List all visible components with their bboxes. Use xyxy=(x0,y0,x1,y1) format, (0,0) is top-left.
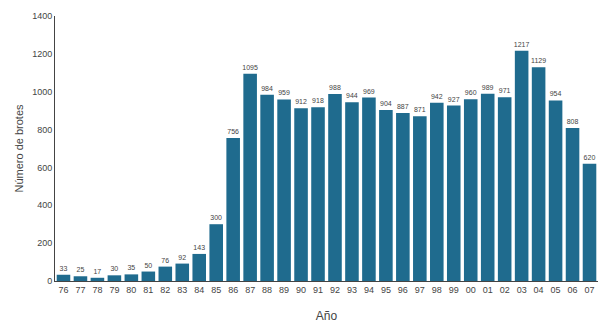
svg-text:1095: 1095 xyxy=(242,64,258,71)
svg-text:80: 80 xyxy=(126,285,136,295)
svg-text:912: 912 xyxy=(295,98,307,105)
svg-text:76: 76 xyxy=(58,285,68,295)
svg-text:200: 200 xyxy=(37,238,52,248)
svg-text:98: 98 xyxy=(432,285,442,295)
svg-text:07: 07 xyxy=(585,285,595,295)
svg-text:81: 81 xyxy=(143,285,153,295)
svg-text:300: 300 xyxy=(210,214,222,221)
svg-text:17: 17 xyxy=(93,268,101,275)
svg-text:620: 620 xyxy=(584,154,596,161)
svg-text:944: 944 xyxy=(346,92,358,99)
svg-text:00: 00 xyxy=(466,285,476,295)
svg-text:95: 95 xyxy=(381,285,391,295)
svg-text:88: 88 xyxy=(262,285,272,295)
svg-text:94: 94 xyxy=(364,285,374,295)
svg-text:1200: 1200 xyxy=(32,49,52,59)
svg-text:25: 25 xyxy=(77,266,85,273)
svg-text:600: 600 xyxy=(37,163,52,173)
svg-text:77: 77 xyxy=(75,285,85,295)
svg-text:04: 04 xyxy=(534,285,544,295)
svg-text:33: 33 xyxy=(60,265,68,272)
svg-text:82: 82 xyxy=(160,285,170,295)
svg-text:969: 969 xyxy=(363,88,375,95)
svg-text:1217: 1217 xyxy=(514,41,530,48)
svg-text:871: 871 xyxy=(414,106,426,113)
svg-text:1400: 1400 xyxy=(32,11,52,21)
svg-text:89: 89 xyxy=(279,285,289,295)
svg-text:30: 30 xyxy=(110,265,118,272)
svg-text:954: 954 xyxy=(550,90,562,97)
svg-text:400: 400 xyxy=(37,200,52,210)
svg-text:96: 96 xyxy=(398,285,408,295)
svg-text:918: 918 xyxy=(312,97,324,104)
svg-text:92: 92 xyxy=(330,285,340,295)
svg-text:50: 50 xyxy=(144,262,152,269)
svg-text:942: 942 xyxy=(431,93,443,100)
svg-text:85: 85 xyxy=(211,285,221,295)
svg-text:76: 76 xyxy=(161,257,169,264)
svg-text:99: 99 xyxy=(449,285,459,295)
svg-text:756: 756 xyxy=(227,128,239,135)
svg-text:90: 90 xyxy=(296,285,306,295)
svg-text:78: 78 xyxy=(92,285,102,295)
svg-text:800: 800 xyxy=(37,125,52,135)
svg-text:93: 93 xyxy=(347,285,357,295)
svg-text:02: 02 xyxy=(500,285,510,295)
svg-text:01: 01 xyxy=(483,285,493,295)
svg-text:887: 887 xyxy=(397,103,409,110)
svg-text:143: 143 xyxy=(193,244,205,251)
svg-text:86: 86 xyxy=(228,285,238,295)
svg-text:0: 0 xyxy=(47,276,52,286)
svg-text:84: 84 xyxy=(194,285,204,295)
svg-text:06: 06 xyxy=(568,285,578,295)
svg-text:960: 960 xyxy=(465,89,477,96)
svg-text:927: 927 xyxy=(448,96,460,103)
svg-text:03: 03 xyxy=(517,285,527,295)
svg-text:1000: 1000 xyxy=(32,87,52,97)
svg-text:1129: 1129 xyxy=(531,57,546,64)
svg-text:97: 97 xyxy=(415,285,425,295)
svg-text:79: 79 xyxy=(109,285,119,295)
svg-text:Número de brotes: Número de brotes xyxy=(13,104,25,193)
svg-text:87: 87 xyxy=(245,285,255,295)
svg-text:91: 91 xyxy=(313,285,323,295)
svg-text:808: 808 xyxy=(567,118,579,125)
svg-text:989: 989 xyxy=(482,84,494,91)
svg-text:988: 988 xyxy=(329,84,341,91)
svg-text:984: 984 xyxy=(261,85,273,92)
svg-text:83: 83 xyxy=(177,285,187,295)
svg-text:Año: Año xyxy=(316,309,338,323)
svg-text:05: 05 xyxy=(551,285,561,295)
svg-text:971: 971 xyxy=(499,87,511,94)
svg-text:959: 959 xyxy=(278,89,290,96)
svg-text:92: 92 xyxy=(178,254,186,261)
svg-text:35: 35 xyxy=(127,264,135,271)
svg-text:904: 904 xyxy=(380,100,392,107)
